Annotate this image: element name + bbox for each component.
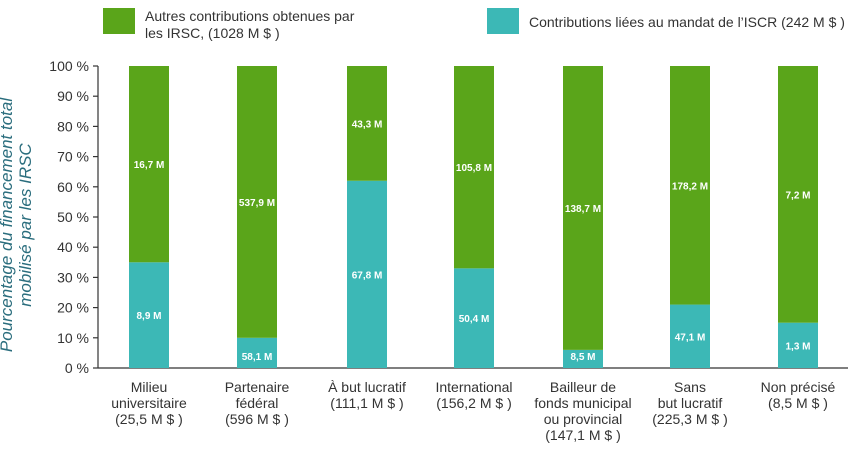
y-tick-label: 60 % [57, 179, 89, 195]
category-label: (111,1 M $ ) [330, 395, 403, 411]
bar-value-label: 8,5 M [570, 352, 595, 363]
category-label: (156,2 M $ ) [436, 395, 511, 411]
bar-value-label: 43,3 M [352, 119, 383, 130]
category-label: Non précisé [761, 379, 836, 395]
category-label: (25,5 M $ ) [115, 411, 183, 427]
y-tick-label: 70 % [57, 149, 89, 165]
bar-value-label: 47,1 M [675, 332, 706, 343]
category-label: (8,5 M $ ) [768, 395, 828, 411]
bar-value-label: 50,4 M [459, 314, 490, 325]
category-label: Milieu [131, 379, 168, 395]
legend-swatch-other [103, 8, 135, 34]
category-label: Bailleur de [550, 379, 616, 395]
category-label: International [435, 379, 512, 395]
bar-segment [237, 66, 277, 338]
bar-segment [670, 304, 710, 368]
category-label: universitaire [111, 395, 187, 411]
bar-segment [129, 262, 169, 368]
bar-value-label: 67,8 M [352, 270, 383, 281]
legend-label-other-line1: Autres contributions obtenues par [145, 8, 355, 24]
bar-segment [129, 66, 169, 263]
legend-label-other-line2: les IRSC, (1028 M $ ) [145, 25, 280, 41]
category-label: (596 M $ ) [225, 411, 289, 427]
legend-swatch-iscr [487, 8, 519, 34]
y-tick-label: 40 % [57, 239, 89, 255]
legend-label-iscr-line1: Contributions liées au mandat de l’ISCR … [529, 14, 845, 30]
bar-value-label: 105,8 M [456, 163, 492, 174]
bar-value-label: 1,3 M [785, 341, 810, 352]
category-label: Partenaire [225, 379, 290, 395]
bar-value-label: 16,7 M [134, 160, 165, 171]
category-label: fédéral [236, 395, 279, 411]
bar-segment [778, 66, 818, 323]
y-tick-label: 20 % [57, 300, 89, 316]
y-tick-label: 90 % [57, 88, 89, 104]
bar-segment [563, 349, 603, 368]
y-tick-label: 0 % [65, 360, 89, 376]
bar-segment [347, 66, 387, 181]
category-label: (147,1 M $ ) [545, 427, 620, 443]
bar-segment [454, 66, 494, 269]
bar-segment [778, 322, 818, 368]
category-label: but lucratif [658, 395, 723, 411]
category-label: À but lucratif [328, 379, 406, 395]
bar-segment [454, 268, 494, 368]
legend-item-iscr: Contributions liées au mandat de l’ISCR … [487, 8, 845, 34]
legend-item-other: Autres contributions obtenues par les IR… [103, 8, 354, 42]
y-tick-label: 80 % [57, 118, 89, 134]
y-tick-label: 30 % [57, 269, 89, 285]
y-tick-label: 10 % [57, 330, 89, 346]
bar-segment [347, 180, 387, 368]
bar-value-label: 537,9 M [239, 198, 275, 209]
bar-value-label: 178,2 M [672, 181, 708, 192]
category-label: Sans [674, 379, 706, 395]
bar-value-label: 7,2 M [785, 190, 810, 201]
bar-value-label: 58,1 M [242, 352, 273, 363]
legend-label-other: Autres contributions obtenues par les IR… [145, 8, 354, 42]
y-tick-label: 100 % [49, 58, 89, 74]
bar-segment [563, 66, 603, 350]
bar-value-label: 8,9 M [136, 311, 161, 322]
legend-label-iscr: Contributions liées au mandat de l’ISCR … [529, 8, 845, 31]
category-label: fonds municipal [534, 395, 631, 411]
bar-segment [670, 66, 710, 305]
category-label: (225,3 M $ ) [652, 411, 727, 427]
category-label: ou provincial [544, 411, 623, 427]
y-tick-label: 50 % [57, 209, 89, 225]
bar-segment [237, 337, 277, 368]
bar-value-label: 138,7 M [565, 204, 601, 215]
